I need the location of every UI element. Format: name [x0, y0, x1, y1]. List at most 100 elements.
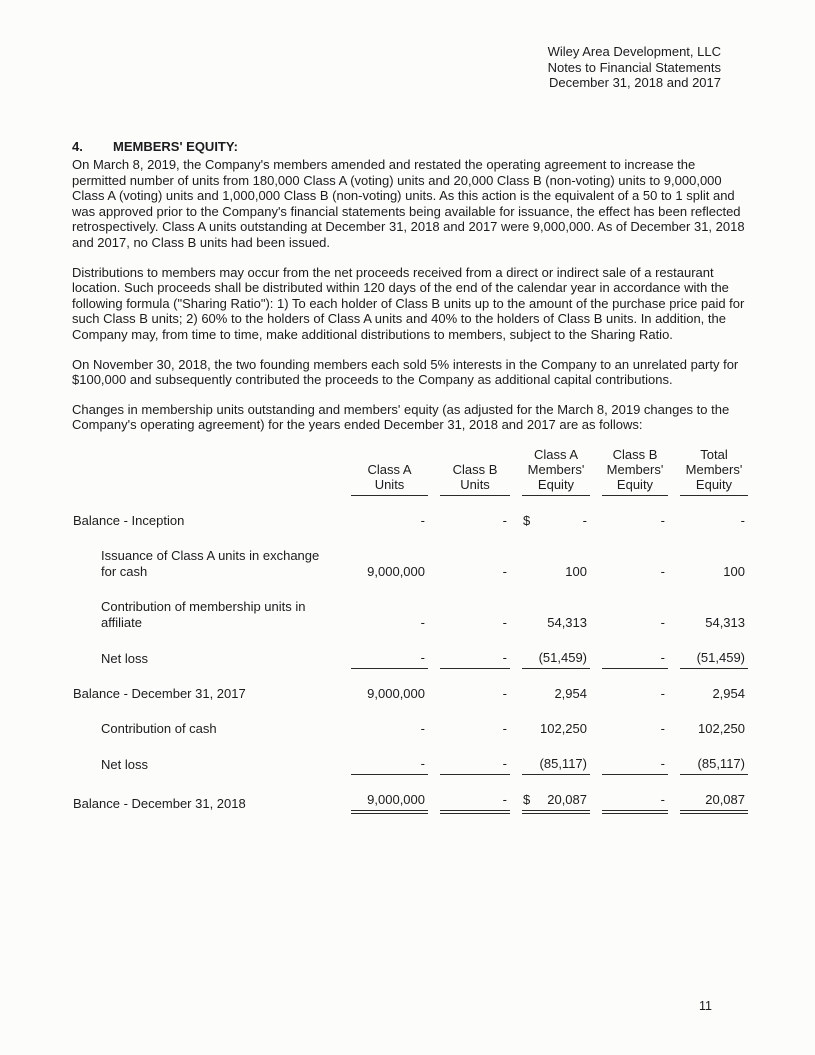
section-heading: 4. MEMBERS' EQUITY:: [72, 139, 748, 155]
value-cell: 9,000,000: [367, 685, 425, 701]
equity-table: Class A Units Class B Units Class A Members' E…: [61, 447, 760, 814]
column-header: Class A Units: [351, 447, 428, 496]
column-header-line: Total: [700, 446, 728, 462]
value-cell: 9,000,000: [351, 775, 428, 814]
value-cell: -: [420, 512, 425, 528]
row-label: Net loss: [73, 633, 339, 669]
equity-table-row: Net loss - - (51,459) - (51,459): [73, 633, 748, 669]
value-cell: -: [502, 720, 507, 736]
header-spacer: [73, 447, 339, 496]
value-cell: (51,459): [680, 633, 748, 669]
equity-table-row: Contribution of membership units in affil…: [73, 582, 748, 633]
column-header-line: Members': [527, 461, 585, 477]
column-header-line: Equity: [695, 476, 733, 492]
value-cell: -: [660, 720, 665, 736]
value-cell: 2,954: [712, 685, 745, 701]
equity-table-row: Contribution of cash - - 102,250 - 102,250: [73, 704, 748, 739]
column-header-line: Class A: [367, 461, 412, 477]
value-cell: 100: [723, 563, 745, 579]
row-label-line: Net loss: [101, 650, 148, 666]
equity-table-head: Class A Units Class B Units Class A Members' E…: [73, 447, 748, 496]
row-label-line: for cash: [101, 563, 148, 579]
row-label-line: Balance - December 31, 2017: [73, 685, 246, 701]
value-cell: -: [740, 512, 745, 528]
row-label: Balance - December 31, 2017: [73, 669, 339, 704]
column-header-line: Units: [460, 476, 490, 492]
paragraph-member-sale: On November 30, 2018, the two founding m…: [72, 356, 739, 388]
row-label-line: Balance - December 31, 2018: [73, 795, 246, 811]
column-header-line: Class B: [452, 461, 498, 477]
column-header: Class B Units: [440, 447, 510, 496]
paragraph-table-intro: Changes in membership units outstanding …: [72, 401, 730, 433]
value-cell: 9,000,000: [367, 563, 425, 579]
equity-table-body: Balance - Inception - - $ - - - Issuance of Cla…: [73, 496, 748, 814]
value-cell: 54,313: [547, 614, 587, 630]
dollar-sign: $: [523, 791, 531, 807]
company-name: Wiley Area Development, LLC: [547, 44, 721, 59]
column-header-line: Class A: [533, 446, 579, 462]
row-label: Net loss: [73, 739, 339, 775]
value-cell: $ -: [522, 496, 590, 531]
value-cell: -: [502, 512, 507, 528]
column-header-line: Equity: [537, 476, 575, 492]
equity-table-row: Net loss - - (85,117) - (85,117): [73, 739, 748, 775]
column-header-line: Members': [606, 461, 664, 477]
value-cell: -: [602, 775, 668, 814]
page-number: 11: [699, 999, 712, 1013]
row-label: Balance - Inception: [73, 496, 339, 531]
value-cell: -: [660, 685, 665, 701]
value-text: -: [582, 512, 587, 528]
value-cell: (85,117): [680, 739, 748, 775]
row-label: Contribution of membership units in affil…: [73, 582, 339, 633]
equity-table-row: Issuance of Class A units in exchange for…: [73, 531, 748, 582]
equity-header-row: Class A Units Class B Units Class A Members' E…: [73, 447, 748, 496]
statement-date-line: December 31, 2018 and 2017: [548, 75, 721, 90]
column-header-line: Units: [374, 476, 405, 492]
value-cell: $20,087: [522, 775, 590, 814]
paragraph-distributions: Distributions to members may occur from …: [72, 264, 745, 342]
value-cell: -: [602, 633, 668, 669]
value-cell: -: [440, 775, 510, 814]
row-label: Contribution of cash: [73, 704, 339, 739]
value-cell: (51,459): [522, 633, 590, 669]
value-cell: -: [502, 685, 507, 701]
column-header: Class A Members' Equity: [522, 447, 590, 496]
value-cell: 20,087: [680, 775, 748, 814]
value-cell: 102,250: [540, 720, 587, 736]
note-content: 4. MEMBERS' EQUITY: On March 8, 2019, the…: [72, 139, 748, 814]
value-text: 20,087: [547, 791, 587, 807]
value-cell: -: [440, 739, 510, 775]
column-header: Total Members' Equity: [680, 447, 748, 496]
value-cell: -: [602, 739, 668, 775]
equity-table-row: Balance - December 31, 2017 9,000,000 - 2,9…: [73, 669, 748, 704]
column-header-line: Class B: [612, 446, 658, 462]
value-cell: (85,117): [522, 739, 590, 775]
section-number: 4.: [72, 139, 83, 154]
value-cell: -: [420, 614, 425, 630]
document-title: Notes to Financial Statements: [547, 59, 721, 75]
value-cell: 2,954: [554, 685, 587, 701]
row-label: Issuance of Class A units in exchange for…: [73, 531, 339, 582]
value-cell: -: [420, 720, 425, 736]
value-cell: -: [351, 633, 428, 669]
row-label-line: Issuance of Class A units in exchange: [101, 547, 320, 563]
value-cell: -: [660, 512, 665, 528]
column-header-line: Members': [685, 461, 743, 477]
row-label-line: affiliate: [101, 614, 142, 630]
equity-table-row: Balance - Inception - - $ - - -: [73, 496, 748, 531]
section-title: MEMBERS' EQUITY:: [113, 139, 238, 154]
row-label: Balance - December 31, 2018: [73, 775, 339, 814]
value-cell: -: [440, 633, 510, 669]
row-label-line: Net loss: [101, 756, 148, 772]
row-label-line: Contribution of cash: [101, 720, 217, 736]
value-cell: 54,313: [705, 614, 745, 630]
value-cell: -: [502, 614, 507, 630]
paragraph-units-amendment: On March 8, 2019, the Company's members …: [72, 157, 745, 250]
document-header: Wiley Area Development, LLC Notes to Fin…: [548, 44, 721, 91]
value-cell: -: [660, 614, 665, 630]
column-header-line: Equity: [616, 476, 654, 492]
value-cell: 100: [565, 563, 587, 579]
equity-table-row: Balance - December 31, 2018 9,000,000- $20…: [73, 775, 748, 814]
row-label-line: Balance - Inception: [73, 512, 185, 528]
